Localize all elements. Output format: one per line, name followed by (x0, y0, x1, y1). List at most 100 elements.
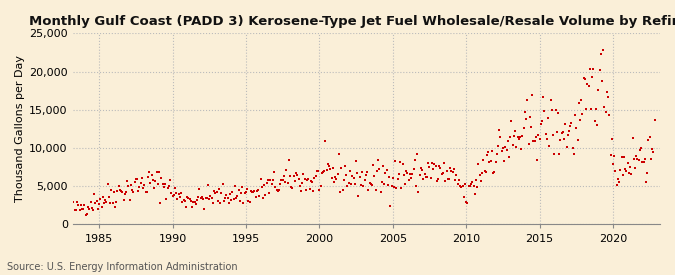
Point (323, 162, 333, 167)
Point (365, 182, 376, 186)
Point (467, 180, 478, 184)
Point (315, 184, 326, 188)
Point (632, 157, 643, 162)
Point (436, 172, 447, 177)
Point (522, 98, 533, 102)
Point (547, 108, 558, 112)
Point (270, 185, 281, 189)
Point (192, 198, 202, 203)
Point (488, 171, 499, 175)
Point (127, 188, 138, 192)
Point (86, 206, 97, 210)
Point (159, 185, 169, 189)
Point (346, 182, 356, 186)
Point (565, 123, 576, 128)
Point (450, 178, 460, 183)
Point (621, 169, 632, 174)
Point (96, 205, 107, 209)
Point (211, 190, 222, 194)
Point (529, 139, 540, 143)
Point (398, 172, 409, 177)
Point (296, 189, 306, 193)
Point (199, 207, 210, 211)
Point (357, 170, 368, 174)
Point (275, 182, 286, 186)
Point (115, 187, 126, 192)
Point (72, 200, 82, 204)
Point (416, 168, 427, 172)
Point (332, 172, 343, 176)
Point (451, 173, 462, 178)
Point (216, 191, 227, 195)
Point (155, 200, 165, 205)
Point (400, 182, 410, 186)
Point (367, 183, 377, 188)
Point (151, 170, 162, 174)
Point (564, 129, 574, 133)
Point (526, 125, 537, 129)
Point (483, 150, 493, 155)
Point (505, 134, 516, 139)
Point (537, 119, 547, 123)
Point (317, 171, 327, 175)
Point (421, 175, 431, 179)
Point (207, 195, 217, 200)
Point (342, 184, 353, 188)
Point (535, 122, 546, 127)
Point (553, 111, 564, 116)
Point (281, 168, 292, 172)
Point (294, 183, 305, 188)
Point (595, 52, 606, 57)
Point (109, 205, 120, 209)
Point (489, 170, 500, 174)
Point (558, 130, 568, 134)
Point (441, 169, 452, 173)
Point (484, 160, 495, 164)
Point (615, 168, 626, 172)
Point (499, 159, 510, 164)
Point (490, 160, 501, 164)
Point (594, 68, 605, 73)
Point (341, 173, 352, 178)
Point (220, 196, 231, 200)
Point (383, 183, 394, 187)
Point (132, 177, 142, 182)
Point (504, 155, 514, 159)
Point (380, 171, 391, 175)
Point (439, 161, 450, 165)
Point (330, 175, 341, 179)
Point (588, 66, 599, 71)
Point (599, 104, 610, 109)
Point (404, 172, 415, 176)
Point (614, 180, 624, 184)
Point (135, 180, 146, 185)
Point (414, 173, 425, 177)
Point (231, 196, 242, 200)
Point (347, 174, 358, 178)
Point (424, 165, 435, 170)
Point (350, 158, 361, 163)
Point (267, 178, 278, 182)
Point (133, 189, 144, 194)
Point (576, 98, 587, 103)
Point (65, 208, 76, 212)
Point (233, 187, 244, 192)
Point (520, 117, 531, 121)
Point (166, 191, 177, 196)
Point (543, 116, 554, 120)
Point (578, 76, 589, 80)
Point (198, 197, 209, 201)
Point (643, 138, 654, 142)
Point (82, 212, 92, 216)
Point (284, 158, 294, 162)
Point (359, 178, 370, 183)
Point (290, 179, 300, 183)
Point (425, 176, 436, 180)
Point (243, 199, 254, 203)
Point (381, 167, 392, 172)
Point (305, 179, 316, 183)
Point (574, 118, 585, 123)
Point (352, 171, 362, 176)
Point (464, 183, 475, 188)
Point (353, 194, 364, 198)
